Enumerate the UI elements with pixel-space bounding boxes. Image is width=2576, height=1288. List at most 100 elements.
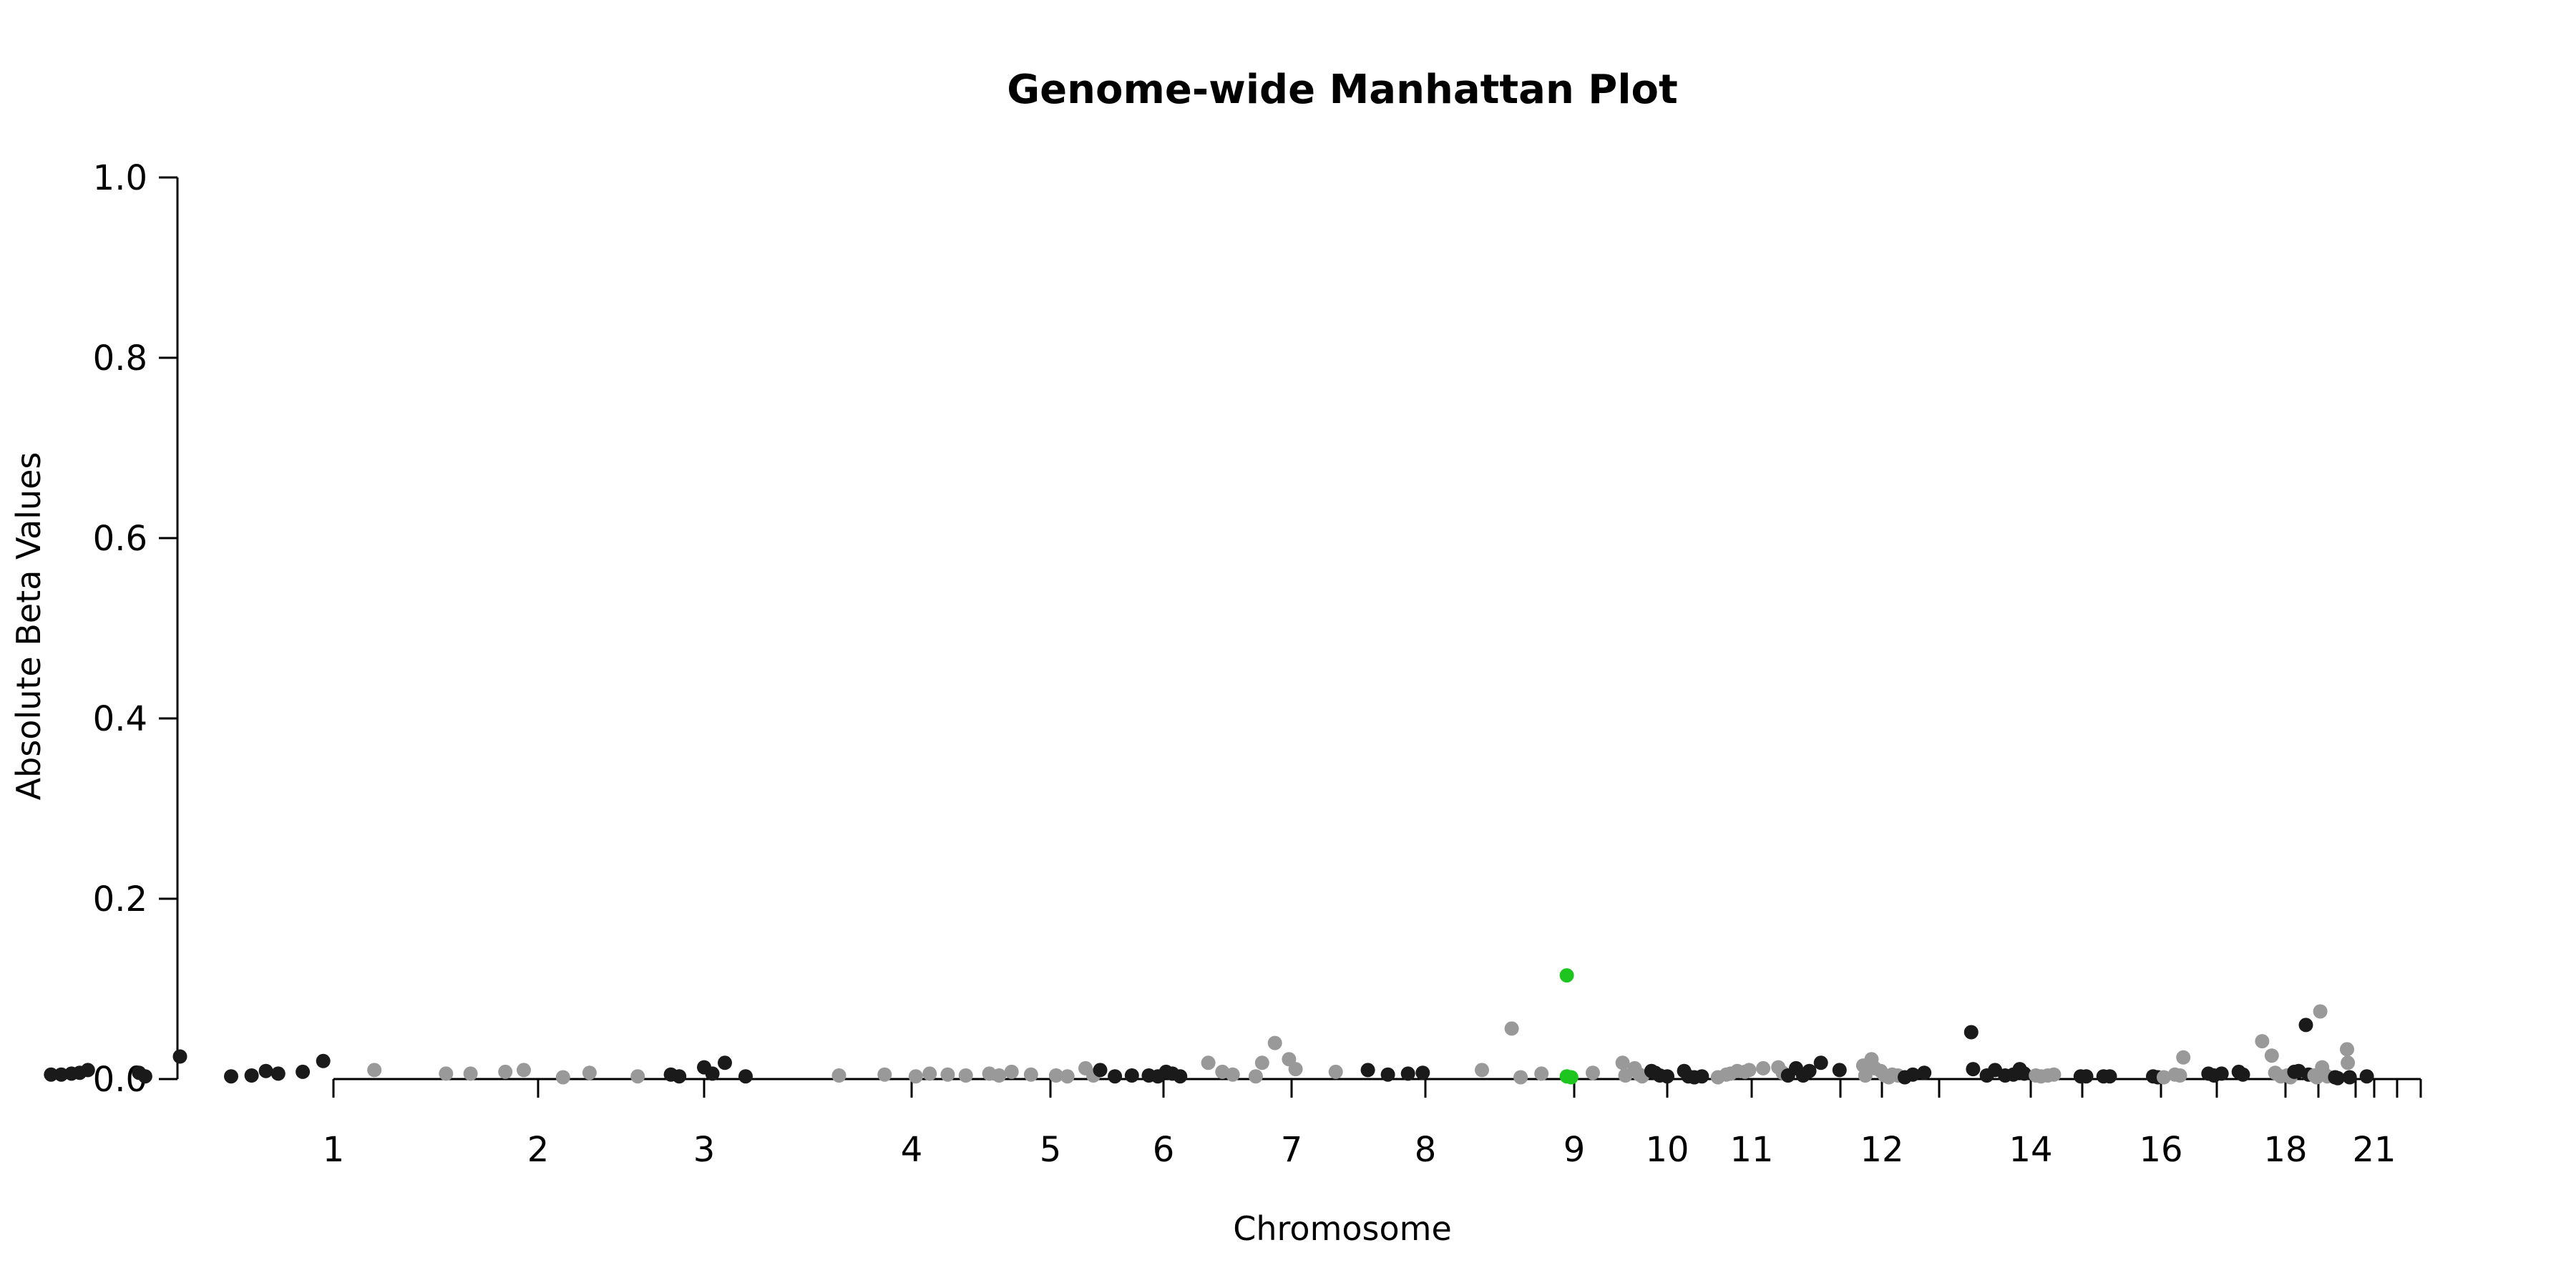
data-point <box>270 1066 286 1081</box>
data-point <box>2172 1068 2187 1083</box>
data-point <box>1248 1069 1263 1084</box>
data-point <box>2359 1069 2374 1084</box>
x-axis: 1 2 3 4 5 6 7 8 9 10 11 12 14 16 18 21 <box>323 1078 2422 1170</box>
data-point <box>498 1064 513 1079</box>
data-point <box>2235 1067 2250 1082</box>
data-point <box>1201 1055 1216 1070</box>
data-point <box>1615 1055 1630 1070</box>
data-point <box>831 1068 847 1083</box>
data-point <box>1906 1067 1921 1082</box>
data-point <box>137 1069 152 1084</box>
data-point <box>2298 1018 2313 1033</box>
data-point <box>2079 1069 2094 1084</box>
data-point <box>1415 1065 1430 1080</box>
x-tick-label: 4 <box>901 1130 923 1170</box>
data-point <box>1093 1063 1108 1078</box>
x-tick-label: 18 <box>2263 1130 2307 1170</box>
data-point <box>2156 1070 2171 1085</box>
x-tick-label: 9 <box>1563 1130 1586 1170</box>
x-tick-label: 10 <box>1645 1130 1689 1170</box>
y-tick-label: 0.6 <box>93 519 147 559</box>
x-tick-label: 21 <box>2352 1130 2396 1170</box>
x-tick-label: 14 <box>2009 1130 2052 1170</box>
data-point <box>1504 1021 1519 1036</box>
data-point <box>1742 1063 1757 1078</box>
data-point <box>1048 1068 1063 1083</box>
y-axis-label: Absolute Beta Values <box>9 452 48 801</box>
data-point <box>1023 1067 1038 1082</box>
data-point <box>1400 1066 1415 1081</box>
data-point <box>2264 1048 2279 1063</box>
data-point <box>80 1063 95 1078</box>
data-point <box>1267 1035 1282 1050</box>
data-point <box>2255 1034 2270 1049</box>
data-point <box>1966 1062 1981 1077</box>
x-tick-label: 8 <box>1415 1130 1437 1170</box>
data-point <box>1513 1070 1528 1085</box>
data-points <box>44 968 2374 1085</box>
x-tick-label: 3 <box>693 1130 716 1170</box>
data-point <box>672 1069 687 1084</box>
x-tick-label: 2 <box>527 1130 550 1170</box>
data-point <box>1124 1068 1139 1083</box>
data-point <box>1586 1065 1600 1080</box>
data-point <box>517 1063 531 1078</box>
data-point <box>705 1066 720 1081</box>
data-point <box>922 1066 937 1081</box>
data-point <box>738 1069 753 1084</box>
data-point <box>2017 1066 2031 1081</box>
y-tick-label: 0.2 <box>93 879 147 919</box>
data-point <box>1756 1060 1771 1075</box>
data-point <box>582 1065 597 1080</box>
data-point <box>877 1067 892 1082</box>
x-axis-label: Chromosome <box>1233 1209 1452 1248</box>
data-point <box>718 1055 732 1070</box>
y-axis: 0.00.20.40.60.81.0 <box>93 158 179 1100</box>
y-tick-label: 1.0 <box>93 158 147 198</box>
data-point <box>1694 1069 1709 1084</box>
data-point <box>630 1069 645 1084</box>
x-tick-label: 6 <box>1153 1130 1175 1170</box>
data-point <box>2341 1055 2356 1070</box>
data-point <box>1225 1067 1240 1082</box>
data-point <box>940 1067 955 1082</box>
data-point <box>54 1067 69 1082</box>
data-point <box>958 1068 973 1083</box>
data-point <box>1380 1067 1395 1082</box>
data-point <box>1254 1055 1269 1070</box>
data-point <box>908 1069 923 1084</box>
data-point <box>2342 1070 2357 1085</box>
data-point <box>1660 1069 1674 1084</box>
data-point <box>1534 1066 1549 1081</box>
data-point <box>1963 1025 1979 1040</box>
data-point <box>1173 1069 1188 1084</box>
data-point <box>463 1066 478 1081</box>
data-point <box>244 1068 259 1083</box>
data-point <box>2176 1050 2191 1065</box>
x-tick-label: 1 <box>323 1130 345 1170</box>
x-tick-label: 7 <box>1281 1130 1303 1170</box>
data-point <box>316 1053 331 1068</box>
data-point <box>2102 1069 2117 1084</box>
data-point <box>992 1068 1007 1083</box>
data-point <box>2313 1004 2328 1019</box>
data-point <box>555 1070 570 1085</box>
data-point <box>172 1049 187 1064</box>
data-point <box>1917 1065 1932 1080</box>
data-point <box>258 1063 273 1078</box>
data-point <box>1004 1064 1019 1079</box>
data-point <box>1288 1062 1303 1077</box>
data-point <box>1813 1055 1828 1070</box>
data-point <box>44 1067 59 1082</box>
data-point <box>1802 1063 1817 1078</box>
data-point <box>1108 1069 1123 1084</box>
x-tick-label: 16 <box>2139 1130 2182 1170</box>
data-point <box>1360 1063 1375 1078</box>
data-point <box>2046 1067 2062 1082</box>
data-point <box>224 1069 238 1084</box>
highlight-point <box>1559 968 1574 983</box>
x-tick-label: 5 <box>1040 1130 1062 1170</box>
data-point <box>296 1064 311 1079</box>
data-point <box>1328 1064 1343 1079</box>
